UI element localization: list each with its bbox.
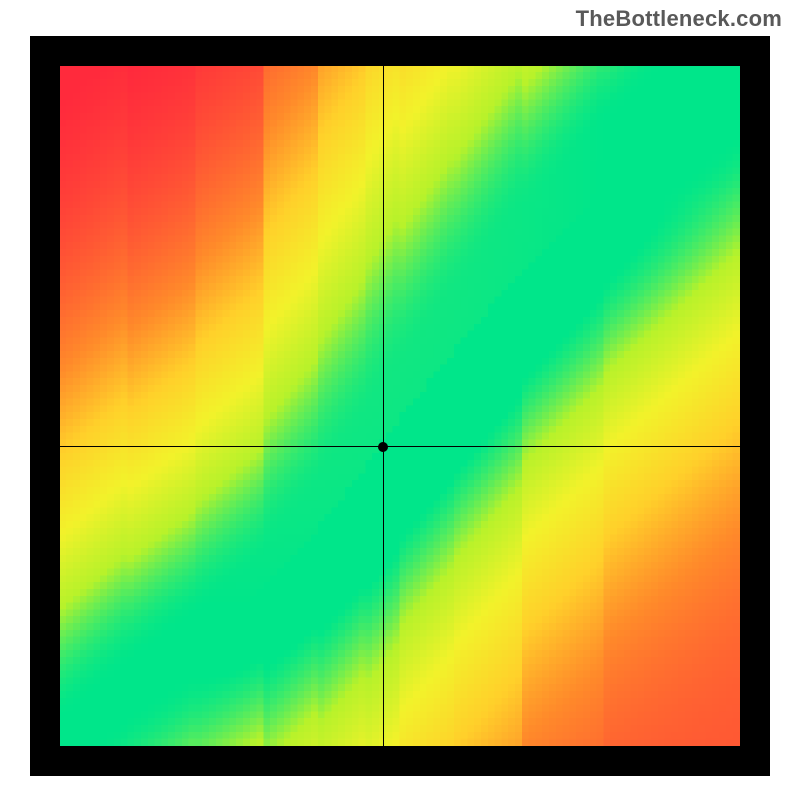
crosshair-horizontal	[60, 446, 740, 447]
crosshair-vertical	[383, 66, 384, 746]
heatmap-plot	[60, 66, 740, 746]
crosshair-dot	[378, 442, 388, 452]
attribution-text: TheBottleneck.com	[576, 6, 782, 32]
chart-container: TheBottleneck.com	[0, 0, 800, 800]
heatmap-svg	[60, 66, 740, 746]
